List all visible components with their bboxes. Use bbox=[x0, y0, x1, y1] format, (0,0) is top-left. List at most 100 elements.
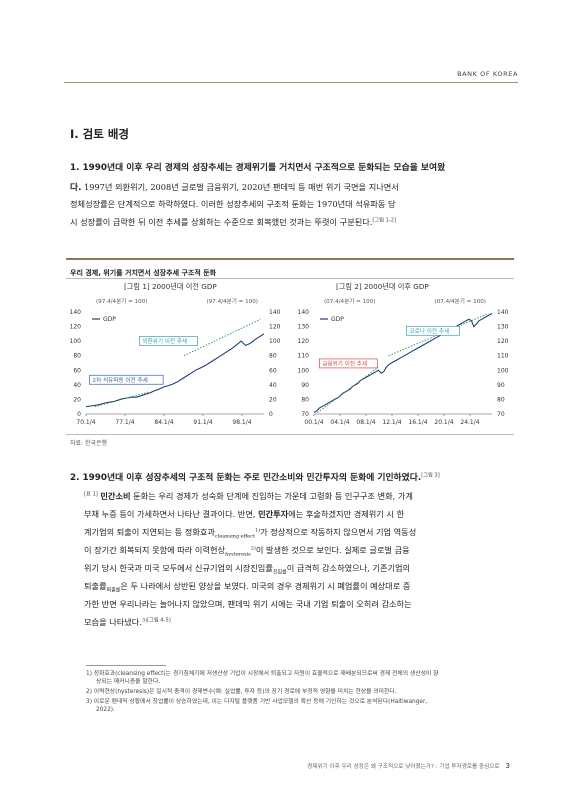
trend-line-1 bbox=[183, 318, 261, 357]
para2-text-3a: 계기업의 퇴출이 지연되는 등 정화효과 bbox=[84, 527, 215, 537]
para2-ref-1: [표 1] bbox=[84, 491, 98, 498]
trend-line-0 bbox=[317, 367, 379, 413]
para2-ref-8: [그림 4-5] bbox=[147, 617, 171, 624]
footnote-1-cont: 상되는 메커니즘을 말한다. bbox=[96, 679, 161, 685]
annotation-label-1: 2차 석유파동 이전 추세 bbox=[93, 376, 148, 384]
para2-sub-cleansing: cleansing effect bbox=[214, 533, 255, 540]
x-tick-label-4: 98.1/4 bbox=[232, 419, 251, 426]
chart-left-note: (97.4/4분기 = 100) bbox=[96, 297, 147, 305]
box-rule-bottom bbox=[66, 434, 514, 435]
para2-line-2: 부채 누증 등이 가세하면서 나타난 결과이다. 반면, 민간투자에는 후술하겠… bbox=[84, 508, 404, 520]
para2-sup-2: 2) bbox=[250, 545, 256, 552]
para2-hl-consumption: 민간소비 bbox=[100, 491, 131, 501]
para2-line-8: 모습을 나타냈다.3)[그림 4-5] bbox=[84, 616, 171, 628]
y-tick-left-2: 40 bbox=[73, 382, 81, 389]
para2-sub-hysteresis: hysteresis bbox=[225, 551, 251, 558]
x-tick-label-6: 24.1/4 bbox=[460, 419, 479, 426]
x-tick-label-5: 20.1/4 bbox=[434, 419, 453, 426]
y-tick-right-3: 60 bbox=[269, 367, 277, 374]
y-tick-right-7: 140 bbox=[269, 309, 281, 316]
para1-line-3: 시 성장률이 급락한 뒤 이전 추세를 상회하는 수준으로 회복했던 것과는 뚜… bbox=[70, 216, 396, 228]
x-tick-label-0: 70.1/4 bbox=[76, 419, 95, 426]
para1-text-1: 1997년 외환위기, 2008년 글로벌 금융위기, 2020년 팬데믹 등 … bbox=[81, 182, 399, 192]
para1-line-0: 1. 1990년대 이후 우리 경제의 성장추세는 경제위기를 거치면서 구조적… bbox=[70, 160, 445, 173]
header-brand: BANK OF KOREA bbox=[457, 70, 518, 78]
y-tick-right-0: 70 bbox=[497, 411, 505, 418]
y-tick-left-2: 90 bbox=[301, 382, 309, 389]
para2-line-3: 계기업의 퇴출이 지연되는 등 정화효과cleansing effect1)가 … bbox=[84, 526, 416, 540]
para2-line-4: 이 장기간 회복되지 못함에 따라 이력현상hysteresis2)이 발생한 … bbox=[84, 544, 410, 558]
y-tick-left-4: 110 bbox=[298, 353, 310, 360]
y-tick-right-6: 120 bbox=[269, 324, 281, 331]
y-tick-right-1: 80 bbox=[497, 396, 505, 403]
para2-text-2a: 부채 누증 등이 가세하면서 나타난 결과이다. 반면, bbox=[84, 509, 256, 519]
page-footer: 경제위기 이후 우리 성장은 왜 구조적으로 낮아졌는가? : 기업 투자경로를… bbox=[307, 762, 510, 770]
annotation-label-1: 금융위기 이전 추세 bbox=[322, 360, 367, 368]
y-tick-left-1: 20 bbox=[73, 396, 81, 403]
y-tick-right-3: 100 bbox=[497, 367, 509, 374]
annotation-label-0: 외환위기 이전 추세 bbox=[142, 337, 187, 345]
y-tick-left-5: 120 bbox=[298, 338, 310, 345]
para2-sub-exit: 퇴출률 bbox=[106, 587, 121, 594]
para2-hl-investment: 민간투자 bbox=[258, 509, 289, 519]
para2-line-1: [표 1] 민간소비 둔화는 우리 경제가 성숙화 단계에 진입하는 가운데 고… bbox=[84, 490, 413, 502]
x-tick-label-3: 91.1/4 bbox=[193, 419, 212, 426]
para2-text-4a: 이 장기간 회복되지 못함에 따라 이력현상 bbox=[84, 545, 226, 555]
footnote-3-cont: 2022). bbox=[96, 707, 115, 713]
y-tick-left-4: 80 bbox=[73, 353, 81, 360]
y-tick-right-2: 90 bbox=[497, 382, 505, 389]
y-tick-left-5: 100 bbox=[70, 338, 82, 345]
y-tick-right-5: 100 bbox=[269, 338, 281, 345]
y-tick-right-6: 130 bbox=[497, 324, 509, 331]
para1-text-3: 시 성장률이 급락한 뒤 이전 추세를 상회하는 수준으로 회복했던 것과는 뚜… bbox=[70, 217, 373, 227]
x-tick-label-0: 00.1/4 bbox=[304, 419, 323, 426]
para2-text-5b: 이 급격히 감소하였으나, 기존기업의 bbox=[286, 563, 411, 573]
para2-line-5: 위기 당시 한국과 미국 모두에서 신규기업의 시장진입률진입률이 급격히 감소… bbox=[84, 562, 410, 576]
legend-label: GDP bbox=[103, 316, 116, 323]
para2-text-6a: 퇴출률 bbox=[84, 581, 107, 591]
annotation-box-1 bbox=[318, 358, 378, 369]
footer-text: 경제위기 이후 우리 성장은 왜 구조적으로 낮아졌는가? : 기업 투자경로를… bbox=[307, 764, 500, 770]
chart-left-note: (07.4/4분기 = 100) bbox=[324, 297, 375, 305]
y-tick-right-4: 110 bbox=[497, 353, 509, 360]
box-source: 자료: 한국은행 bbox=[70, 440, 108, 447]
annotation-label-0: 코로나 이전 추세 bbox=[410, 327, 450, 335]
y-tick-right-4: 80 bbox=[269, 353, 277, 360]
y-tick-left-6: 130 bbox=[298, 324, 310, 331]
para2-sub-entry: 진입률 bbox=[272, 569, 287, 576]
para2-sup-1: 1) bbox=[254, 527, 261, 534]
section-title: Ⅰ. 검토 배경 bbox=[70, 127, 129, 141]
trend-line-0 bbox=[94, 391, 149, 408]
y-tick-left-0: 70 bbox=[301, 411, 309, 418]
chart2-title: [그림 2] 2000년대 이후 GDP bbox=[336, 282, 429, 291]
box-rule-top bbox=[66, 258, 514, 260]
para2-text-6b: 은 두 나라에서 상반된 양상을 보였다. 미국의 경우 경제위기 시 폐업률이… bbox=[120, 581, 411, 591]
footnote-rule bbox=[86, 665, 166, 666]
para2-text-1: 둔화는 우리 경제가 성숙화 단계에 진입하는 가운데 고령화 등 인구구조 변… bbox=[130, 491, 413, 501]
y-tick-right-5: 120 bbox=[497, 338, 509, 345]
annotation-box-1 bbox=[89, 374, 164, 385]
para2-text-8: 모습을 나타냈다. bbox=[84, 617, 142, 627]
para2-line-6: 퇴출률퇴출률은 두 나라에서 상반된 양상을 보였다. 미국의 경우 경제위기 … bbox=[84, 580, 410, 594]
y-tick-left-1: 80 bbox=[301, 396, 309, 403]
x-tick-label-4: 16.1/4 bbox=[408, 419, 427, 426]
footnote-2: 2) 이력현상(hysteresis)은 일시적 충격이 경제변수(예: 실업률… bbox=[86, 689, 397, 695]
y-tick-left-3: 100 bbox=[298, 367, 310, 374]
chart-2: (07.4/4분기 = 100) (07.4/4분기 = 100) 70 70 80 80… bbox=[298, 297, 509, 426]
para2-text-2b: 에는 후술하겠지만 경제위기 시 한 bbox=[288, 509, 405, 519]
para2-lead: 2. 1990년대 이후 성장추세의 구조적 둔화는 주로 민간소비와 민간투자… bbox=[70, 473, 422, 483]
y-tick-left-6: 120 bbox=[70, 324, 82, 331]
y-tick-left-0: 0 bbox=[77, 411, 81, 418]
x-tick-label-1: 77.1/4 bbox=[115, 419, 134, 426]
chart-right-note: (07.4/4분기 = 100) bbox=[435, 297, 486, 305]
y-tick-right-2: 40 bbox=[269, 382, 277, 389]
y-tick-right-7: 140 bbox=[497, 309, 509, 316]
footnote-3: 3) 이로운 팬데믹 상황에서 창업률이 상승하였는데, 이는 디지털 플랫폼 … bbox=[86, 699, 428, 705]
page-number: 3 bbox=[505, 762, 510, 770]
chart-1: (97.4/4분기 = 100) (97.4/4분기 = 100) 0 0 20 20 40… bbox=[70, 297, 281, 426]
para2-text-4b: 이 발생한 것으로 보인다. 실제로 글로벌 금융 bbox=[255, 545, 410, 555]
para1-lead: 1. 1990년대 이후 우리 경제의 성장추세는 경제위기를 거치면서 구조적… bbox=[70, 163, 446, 173]
y-tick-left-7: 140 bbox=[298, 309, 310, 316]
x-tick-label-3: 12.1/4 bbox=[382, 419, 401, 426]
para1-line-1: 다. 1997년 외환위기, 2008년 글로벌 금융위기, 2020년 팬데믹… bbox=[70, 180, 399, 193]
